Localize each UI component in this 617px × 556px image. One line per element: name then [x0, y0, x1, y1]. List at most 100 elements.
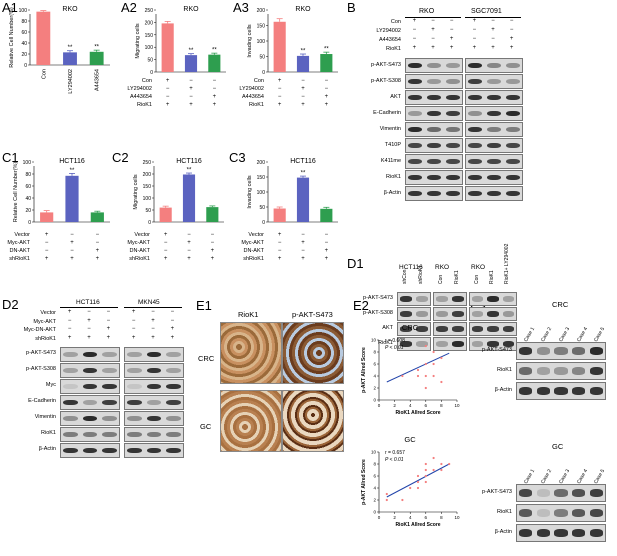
- blot-band: [127, 431, 142, 438]
- condition-mark: −: [96, 232, 100, 238]
- y-tick-label: 4: [373, 486, 376, 491]
- condition-label: Con: [254, 78, 264, 84]
- blot-band: [486, 158, 502, 165]
- blot-strip: [516, 484, 606, 502]
- condition-mark: +: [213, 94, 217, 100]
- blot-band: [505, 126, 520, 133]
- y-tick-label: 150: [145, 33, 154, 39]
- data-point: [440, 380, 443, 384]
- y-tick-label: 200: [143, 172, 152, 178]
- bar: [89, 51, 104, 65]
- blot-strip: [60, 443, 120, 458]
- condition-label: LY294002: [376, 28, 401, 34]
- blot-strip: [469, 292, 517, 306]
- condition-mark: +: [96, 248, 100, 254]
- bar: [40, 212, 54, 222]
- condition-mark: −: [491, 36, 495, 42]
- blot-band: [435, 326, 449, 332]
- condition-mark: −: [170, 317, 175, 324]
- condition-mark: +: [325, 256, 329, 262]
- blot-row-label: Myc: [45, 382, 56, 388]
- ihc-col-riok1: RioK1: [238, 310, 259, 319]
- group-label: HCT116: [399, 264, 423, 271]
- blot-strip: [516, 342, 606, 360]
- data-point: [424, 480, 427, 484]
- blot-strip: [124, 427, 184, 442]
- case-label: Case 4: [575, 468, 589, 485]
- y-tick-label: 250: [145, 8, 154, 14]
- blot-strip: [124, 347, 184, 362]
- blot-band: [486, 62, 502, 69]
- chart-title: HCT116: [176, 158, 202, 165]
- ihc-panel-e1: RioK1 p-AKT-S473 CRC GC: [196, 298, 352, 528]
- blot-band: [146, 351, 162, 358]
- blot-strip: [60, 347, 120, 362]
- blot-row-label: p-AKT-S473: [363, 295, 393, 301]
- data-point: [424, 344, 427, 348]
- blot-row-label: RioK1: [41, 430, 56, 436]
- bar: [206, 207, 219, 222]
- blot-strip: [397, 307, 431, 321]
- panel-label-e2: E2: [353, 298, 369, 313]
- condition-mark: +: [106, 326, 111, 332]
- blot-row-label: β-Actin: [38, 446, 56, 452]
- y-tick-label: 4: [373, 374, 376, 379]
- condition-mark: −: [106, 309, 111, 315]
- ihc-image-crc-riok1: [220, 322, 282, 384]
- y-tick-label: 50: [145, 208, 151, 214]
- blot-band: [554, 509, 568, 517]
- blot-strip: [405, 122, 463, 137]
- bar: [161, 23, 174, 73]
- blot-band: [146, 415, 162, 422]
- blot-strip: [405, 170, 463, 185]
- regression-line: [386, 352, 450, 383]
- blot-strip: [124, 443, 184, 458]
- blot-band: [63, 367, 78, 374]
- condition-mark: +: [106, 334, 111, 341]
- condition-mark: −: [67, 326, 72, 332]
- blot-band: [408, 174, 423, 181]
- lane-label: shRioK1: [418, 265, 424, 284]
- case-label: Case 2: [540, 468, 554, 485]
- blot-band: [554, 529, 568, 537]
- blot-band: [399, 296, 413, 302]
- western-blot-d1: HCT116 shCon shRioK1 RKO Con RioK1 RKO Con RioK1…: [347, 244, 617, 354]
- regression-line: [386, 463, 450, 498]
- condition-mark: +: [151, 334, 155, 341]
- condition-mark: +: [325, 102, 329, 108]
- y-tick-label: 20: [21, 52, 27, 58]
- y-tick-label: 0: [373, 510, 376, 515]
- blot-strip: [465, 106, 523, 121]
- blot-band: [63, 383, 78, 390]
- y-tick-label: 150: [257, 175, 266, 181]
- blot-band: [468, 158, 483, 165]
- blot-band: [445, 110, 460, 117]
- ihc-col-pakt: p-AKT-S473: [292, 310, 333, 319]
- blot-band: [426, 110, 442, 117]
- panel-label-a3: A3: [233, 0, 249, 15]
- significance-label: **: [324, 47, 329, 53]
- blot-strip: [405, 138, 463, 153]
- blot-band: [445, 78, 460, 85]
- blot-band: [502, 296, 515, 302]
- significance-label: **: [301, 49, 306, 55]
- blot-strip: [405, 154, 463, 169]
- y-tick-label: 100: [257, 190, 266, 196]
- blot-band: [82, 367, 98, 374]
- blot-band: [589, 347, 603, 355]
- blot-band: [101, 447, 117, 454]
- condition-mark: −: [170, 309, 175, 315]
- blot-row-label: p-AKT-S473: [26, 350, 56, 356]
- condition-mark: −: [87, 326, 91, 332]
- data-point: [440, 468, 443, 472]
- y-tick-label: 40: [21, 41, 27, 47]
- significance-label: **: [301, 171, 306, 177]
- significance-label: **: [68, 45, 73, 51]
- y-tick-label: 200: [257, 160, 266, 166]
- blot-row-label: AKT: [390, 94, 401, 100]
- blot-strip: [60, 427, 120, 442]
- condition-mark: −: [301, 78, 305, 84]
- condition-mark: −: [325, 232, 329, 238]
- blot-band: [426, 174, 442, 181]
